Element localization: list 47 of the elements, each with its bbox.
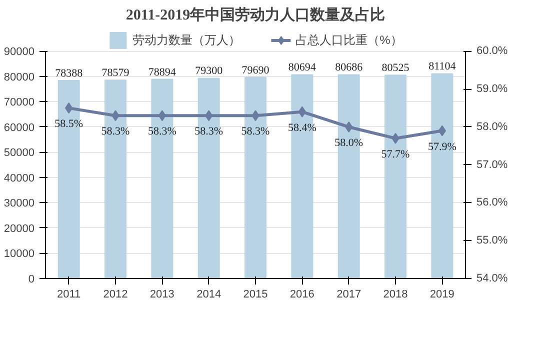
data-label: 58.0% xyxy=(334,136,364,149)
data-label: 58.3% xyxy=(241,126,270,138)
data-label: 78579 xyxy=(102,67,130,80)
y2-tick-label: 58.0% xyxy=(476,120,508,133)
data-label: 80686 xyxy=(335,62,364,74)
y-tick-label: 0 xyxy=(28,274,35,286)
y-tick-label: 30000 xyxy=(4,198,35,210)
legend-label: 劳动力数量（万人） xyxy=(132,32,241,48)
x-tick-label: 2018 xyxy=(383,288,408,300)
y-tick-label: 70000 xyxy=(4,96,35,109)
data-label: 78894 xyxy=(148,66,176,78)
x-tick-label: 2015 xyxy=(243,288,268,300)
x-tick-label: 2011 xyxy=(57,288,81,300)
y-tick-label: 50000 xyxy=(4,147,35,160)
data-label: 57.7% xyxy=(381,148,410,160)
x-tick-label: 2019 xyxy=(430,288,454,300)
data-label: 80525 xyxy=(382,62,410,74)
data-label: 58.3% xyxy=(101,126,130,138)
y2-tick-label: 57.0% xyxy=(476,158,508,171)
data-label: 57.9% xyxy=(428,140,456,153)
x-tick-label: 2014 xyxy=(196,288,222,300)
x-tick-label: 2017 xyxy=(336,288,362,300)
data-label: 58.3% xyxy=(148,126,176,138)
data-label: 79300 xyxy=(195,65,224,78)
y2-tick-label: 55.0% xyxy=(476,234,508,247)
y2-tick-label: 56.0% xyxy=(476,196,508,209)
x-tick-label: 2012 xyxy=(103,288,128,300)
legend-label: 占总人口比重（%） xyxy=(296,32,402,48)
data-label: 58.5% xyxy=(54,118,84,130)
y2-tick-label: 60.0% xyxy=(476,45,508,58)
data-label: 79690 xyxy=(242,64,270,76)
data-label: 81104 xyxy=(428,60,456,73)
x-tick-label: 2013 xyxy=(150,288,174,300)
y2-tick-label: 54.0% xyxy=(476,272,508,284)
y-tick-label: 10000 xyxy=(4,248,35,260)
data-label: 58.4% xyxy=(288,122,316,134)
data-label: 80694 xyxy=(288,62,316,74)
data-label: 78388 xyxy=(55,68,84,80)
x-tick-label: 2016 xyxy=(290,288,314,300)
y2-tick-label: 59.0% xyxy=(476,83,508,96)
data-label: 58.3% xyxy=(194,126,224,138)
y-tick-label: 20000 xyxy=(4,222,35,235)
y-tick-label: 90000 xyxy=(4,46,35,58)
y-tick-label: 60000 xyxy=(4,122,35,134)
y-tick-label: 40000 xyxy=(4,172,35,184)
y-tick-label: 80000 xyxy=(4,71,35,84)
chart-title: 2011-2019年中国劳动力人口数量及占比 xyxy=(126,6,386,24)
